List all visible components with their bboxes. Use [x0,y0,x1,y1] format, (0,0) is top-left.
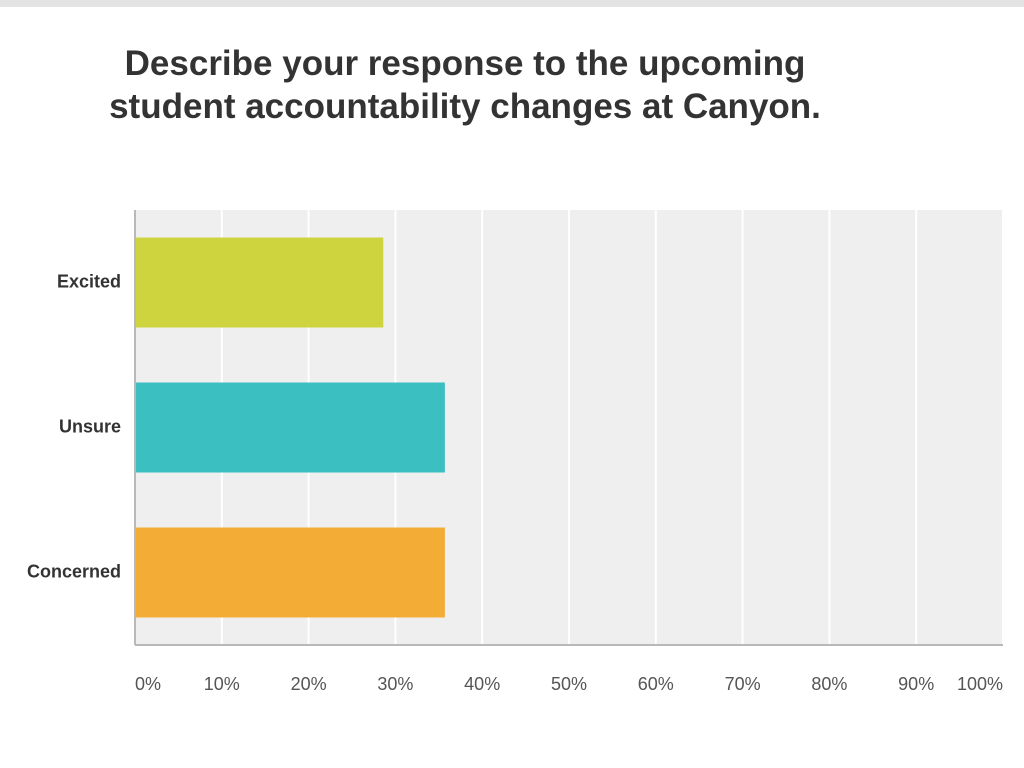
x-tick-label: 80% [811,674,847,694]
x-tick-label: 50% [551,674,587,694]
category-label: Concerned [27,561,121,581]
x-tick-label: 30% [377,674,413,694]
chart-title: Describe your response to the upcoming s… [60,42,870,128]
x-tick-label: 10% [204,674,240,694]
x-tick-label: 60% [638,674,674,694]
x-tick-label: 90% [898,674,934,694]
x-tick-label: 100% [957,674,1003,694]
category-label: Excited [57,271,121,291]
bar-unsure [135,382,445,473]
bar-concerned [135,527,445,618]
chart-title-line-1: Describe your response to the upcoming [124,44,806,83]
chart-title-line-2: student accountability changes at Canyon… [109,87,821,126]
top-strip [0,0,1024,7]
x-tick-label: 0% [135,674,161,694]
x-tick-label: 70% [725,674,761,694]
category-label: Unsure [59,416,121,436]
x-tick-label: 40% [464,674,500,694]
x-tick-label: 20% [291,674,327,694]
bar-excited [135,237,384,328]
